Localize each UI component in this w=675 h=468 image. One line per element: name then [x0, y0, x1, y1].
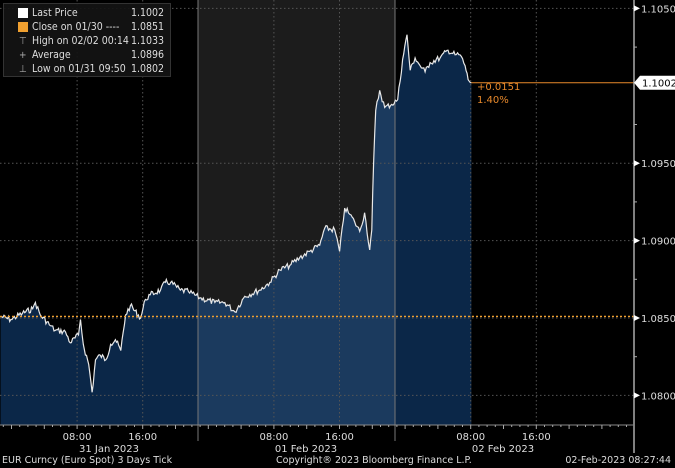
last-price-tag	[634, 75, 675, 90]
low-marker-icon: ⊥	[19, 64, 27, 75]
x-tick-label: 08:00	[259, 432, 288, 443]
y-tick-label: 1.0850	[641, 314, 675, 325]
x-date-label: 31 Jan 2023	[79, 444, 139, 455]
y-tick-marker	[634, 392, 640, 399]
legend-item-close[interactable]: Close on 01/30 ---- 1.0851	[18, 21, 166, 34]
legend-item-average[interactable]: + Average 1.0896	[19, 49, 164, 61]
white-square-icon	[18, 8, 28, 18]
last-price-tag-label: 1.1002	[642, 79, 675, 90]
x-date-label: 01 Feb 2023	[275, 444, 337, 455]
y-tick-label: 1.0950	[641, 159, 675, 170]
copyright: Copyright® 2023 Bloomberg Finance L.P.	[276, 455, 472, 466]
x-tick-label: 16:00	[325, 432, 354, 443]
x-tick-label: 16:00	[522, 432, 551, 443]
y-tick-label: 1.1050	[641, 4, 675, 15]
y-tick-marker	[634, 315, 640, 321]
security-description: EUR Curncy (Euro Spot) 3 Days Tick	[2, 455, 173, 466]
x-date-label: 02 Feb 2023	[472, 444, 534, 455]
legend-item-high[interactable]: ⊤ High on 02/02 00:14 1.1033	[19, 35, 164, 47]
high-marker-icon: ⊤	[19, 36, 27, 47]
timestamp: 02-Feb-2023 08:27:44	[565, 455, 671, 466]
y-tick-marker	[634, 237, 640, 244]
y-tick-label: 1.0800	[641, 391, 675, 402]
legend: Last Price 1.1002 Close on 01/30 ---- 1.…	[3, 3, 171, 77]
average-marker-icon: +	[19, 50, 27, 61]
price-line	[0, 34, 472, 393]
x-tick-label: 08:00	[456, 432, 485, 443]
orange-square-icon	[18, 22, 28, 32]
legend-item-last-price[interactable]: Last Price 1.1002	[18, 7, 166, 20]
price-area-shaded	[198, 90, 395, 425]
change-value: +0.0151	[477, 82, 521, 93]
x-tick-label: 16:00	[128, 432, 157, 443]
y-tick-marker	[634, 5, 640, 12]
change-percent: 1.40%	[477, 95, 509, 106]
y-tick-marker	[634, 160, 640, 167]
legend-item-low[interactable]: ⊥ Low on 01/31 09:50 1.0802	[19, 63, 164, 75]
y-tick-label: 1.0900	[641, 237, 675, 248]
x-tick-label: 08:00	[63, 432, 92, 443]
